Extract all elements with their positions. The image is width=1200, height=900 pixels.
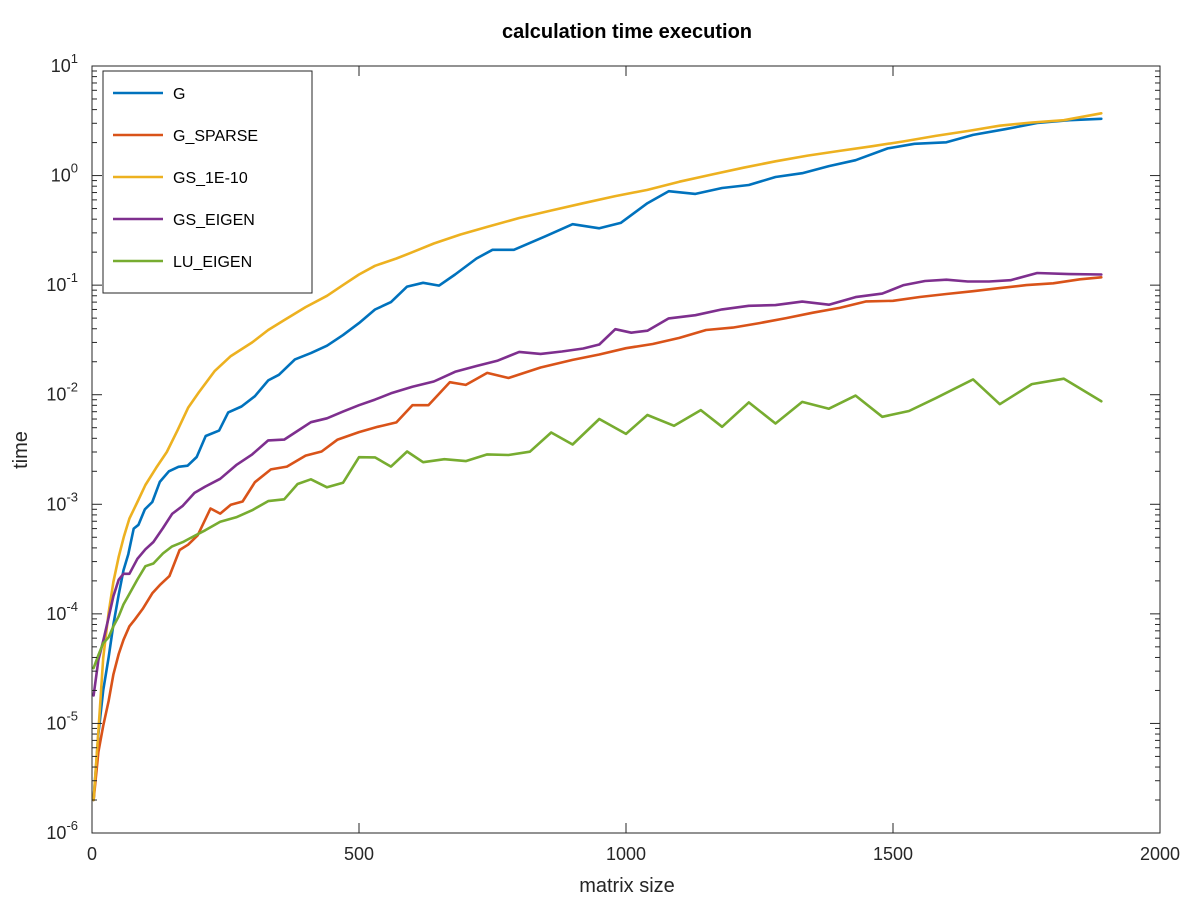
y-tick-label: 101 xyxy=(51,51,78,76)
legend-label: GS_EIGEN xyxy=(173,212,255,229)
series-line-lu-eigen xyxy=(92,377,1103,670)
series-layer xyxy=(92,112,1103,802)
y-tick-label: 10-4 xyxy=(46,599,78,624)
legend: G G_SPARSE GS_1E-10 GS_EIGEN LU_EIGEN xyxy=(102,70,313,294)
chart-title: calculation time execution xyxy=(502,21,752,43)
x-tick-label: 0 xyxy=(87,844,97,864)
y-tick-label: 10-6 xyxy=(46,818,78,843)
x-tick-label: 1000 xyxy=(606,844,646,864)
y-tick-label: 10-1 xyxy=(46,270,78,295)
series-line-g-sparse xyxy=(92,276,1103,802)
axes-layer: 0 500 1000 1500 2000 10-6 10-5 10-4 10-3 10-2 10-1… xyxy=(46,51,1180,864)
x-tick-label: 500 xyxy=(344,844,374,864)
y-tick-label: 10-5 xyxy=(46,708,78,733)
y-tick-label: 100 xyxy=(51,161,78,186)
series-line-gs-eigen xyxy=(92,271,1103,697)
series-line-g xyxy=(92,117,1103,802)
legend-label: LU_EIGEN xyxy=(173,254,252,271)
series-line-gs-1e-10 xyxy=(92,112,1103,802)
legend-label: G xyxy=(173,86,185,103)
x-tick-label: 2000 xyxy=(1140,844,1180,864)
x-tick-label: 1500 xyxy=(873,844,913,864)
y-tick-label: 10-2 xyxy=(46,380,78,405)
legend-label: GS_1E-10 xyxy=(173,170,248,187)
y-axis-label: time xyxy=(10,431,32,469)
legend-box xyxy=(102,70,313,294)
y-tick-label: 10-3 xyxy=(46,489,78,514)
legend-label: G_SPARSE xyxy=(173,128,258,145)
x-axis-label: matrix size xyxy=(579,875,675,897)
